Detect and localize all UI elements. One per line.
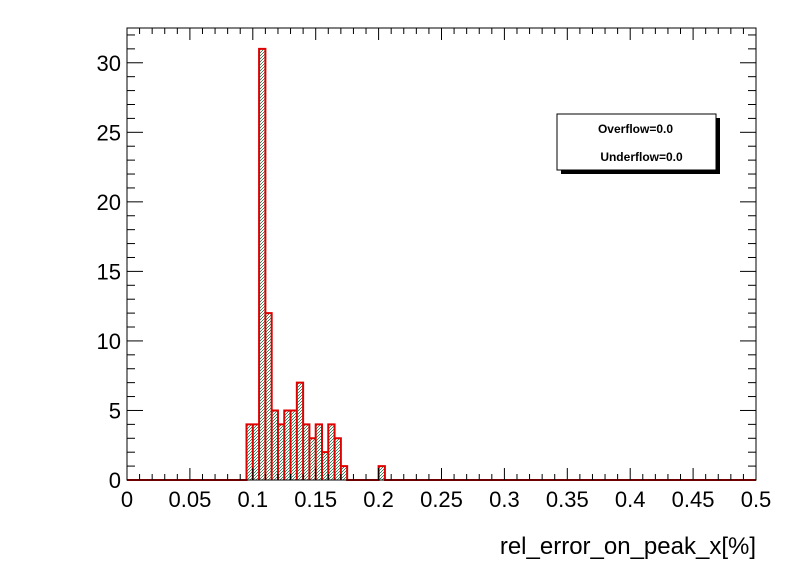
x-tick-label: 0.4 bbox=[615, 487, 646, 512]
legend-box bbox=[556, 113, 717, 171]
histogram-bar bbox=[309, 438, 316, 480]
x-tick-label: 0.05 bbox=[168, 487, 211, 512]
y-tick-label: 0 bbox=[109, 468, 121, 493]
y-tick-label: 15 bbox=[97, 259, 121, 284]
x-axis-title: rel_error_on_peak_x[%] bbox=[500, 533, 756, 560]
x-tick-label: 0.35 bbox=[546, 487, 589, 512]
x-tick-label: 0.3 bbox=[489, 487, 520, 512]
y-tick-label: 20 bbox=[97, 190, 121, 215]
y-tick-label: 10 bbox=[97, 329, 121, 354]
y-tick-label: 5 bbox=[109, 398, 121, 423]
histogram-bar bbox=[265, 313, 272, 480]
histogram-bar bbox=[252, 424, 260, 480]
x-tick-label: 0.25 bbox=[420, 487, 463, 512]
histogram-bar bbox=[246, 424, 253, 480]
histogram-bar bbox=[284, 410, 291, 480]
histogram-bar bbox=[303, 424, 310, 480]
underflow-label: Underflow=0.0 bbox=[600, 150, 683, 164]
histogram-bar bbox=[321, 452, 329, 480]
histogram-bar bbox=[315, 424, 322, 480]
x-tick-label: 0.15 bbox=[294, 487, 337, 512]
histogram-outline bbox=[127, 47, 756, 481]
plot-frame bbox=[126, 27, 757, 481]
x-tick-label: 0 bbox=[121, 487, 133, 512]
histogram-bar bbox=[277, 424, 285, 480]
histogram-bar bbox=[259, 48, 266, 480]
stats-legend-box: Overflow=0.0 Underflow=0.0 bbox=[556, 113, 720, 174]
histogram-bar bbox=[378, 466, 385, 480]
histogram-bar bbox=[290, 410, 297, 480]
histogram-bar bbox=[271, 410, 278, 480]
histogram-bar bbox=[328, 424, 335, 480]
histogram-bar bbox=[340, 466, 348, 480]
histogram-bars bbox=[246, 48, 385, 480]
y-tick-label: 30 bbox=[97, 51, 121, 76]
x-tick-label: 0.1 bbox=[238, 487, 269, 512]
axis-ticks bbox=[126, 28, 757, 481]
x-tick-label: 0.2 bbox=[363, 487, 394, 512]
x-tick-label: 0.5 bbox=[741, 487, 772, 512]
histogram-bar bbox=[296, 382, 304, 480]
x-tick-label: 0.45 bbox=[672, 487, 715, 512]
y-tick-label: 25 bbox=[97, 120, 121, 145]
x-axis-tick-labels: 0 0.05 0.1 0.15 0.2 0.25 0.3 0.35 0.4 0.45 0.5 bbox=[121, 487, 771, 512]
histogram-bar bbox=[334, 438, 341, 480]
y-axis-tick-labels: 0 5 10 15 20 25 30 bbox=[97, 51, 121, 493]
overflow-label: Overflow=0.0 bbox=[598, 122, 673, 136]
